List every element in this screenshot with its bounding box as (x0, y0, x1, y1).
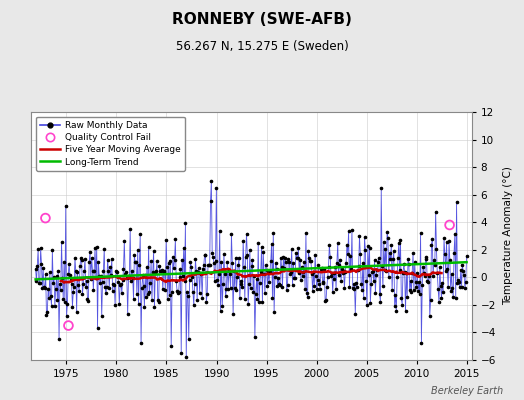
Point (445, 222, 454, 228)
Legend: Raw Monthly Data, Quality Control Fail, Five Year Moving Average, Long-Term Tren: Raw Monthly Data, Quality Control Fail, … (36, 116, 185, 171)
Text: Berkeley Earth: Berkeley Earth (431, 386, 503, 396)
Y-axis label: Temperature Anomaly (°C): Temperature Anomaly (°C) (503, 166, 513, 306)
Text: RONNEBY (SWE-AFB): RONNEBY (SWE-AFB) (172, 12, 352, 27)
Text: 56.267 N, 15.275 E (Sweden): 56.267 N, 15.275 E (Sweden) (176, 40, 348, 53)
Point (41, 215, 50, 221)
Point (64, 322, 73, 329)
